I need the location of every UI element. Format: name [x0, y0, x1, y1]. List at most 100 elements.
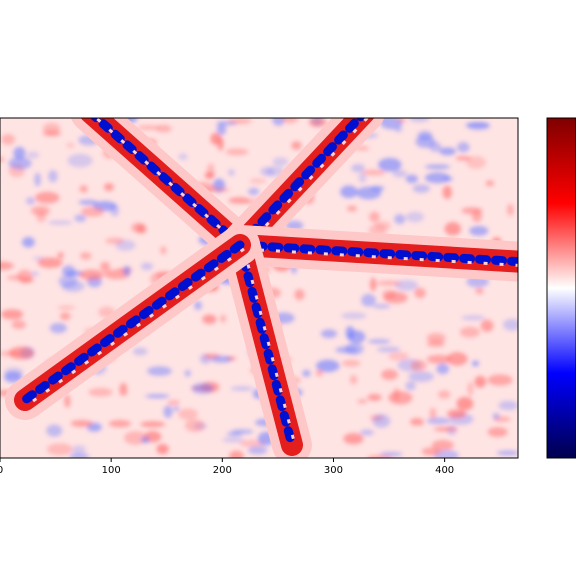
- texture-blob: [272, 157, 289, 167]
- texture-blob: [485, 180, 495, 187]
- texture-blob: [0, 157, 5, 162]
- texture-blob: [225, 148, 249, 156]
- texture-blob: [247, 187, 260, 196]
- texture-blob: [13, 146, 26, 160]
- texture-blob: [30, 205, 50, 216]
- texture-blob: [370, 277, 377, 292]
- texture-blob: [320, 329, 338, 339]
- texture-blob: [492, 412, 500, 420]
- texture-blob: [216, 123, 227, 136]
- texture-blob: [59, 312, 71, 321]
- texture-blob: [361, 293, 376, 307]
- texture-blob: [360, 429, 374, 436]
- texture-blob: [414, 287, 426, 299]
- texture-blob: [4, 367, 24, 379]
- texture-blob: [351, 163, 365, 173]
- texture-blob: [74, 214, 87, 222]
- texture-blob: [46, 443, 73, 456]
- arm-dots: [235, 118, 366, 250]
- texture-blob: [132, 347, 148, 356]
- texture-blob: [426, 332, 446, 344]
- texture-blob: [456, 396, 474, 411]
- texture-blob: [474, 375, 487, 388]
- arm-core: [242, 248, 298, 450]
- texture-blob: [502, 318, 518, 331]
- texture-blob: [446, 409, 467, 419]
- texture-blob: [421, 447, 441, 456]
- texture-blob: [433, 426, 458, 432]
- texture-blob: [388, 351, 409, 361]
- texture-blob: [21, 236, 35, 248]
- texture-blob: [496, 450, 518, 456]
- texture-blob: [361, 169, 386, 176]
- texture-blob: [123, 265, 131, 276]
- texture-blob: [42, 122, 61, 134]
- texture-blob: [459, 326, 480, 338]
- texture-blob: [369, 211, 380, 223]
- texture-blob: [431, 439, 454, 451]
- texture-blob: [380, 118, 403, 130]
- texture-blob: [345, 326, 355, 340]
- texture-blob: [248, 445, 268, 455]
- texture-blob: [66, 142, 75, 148]
- texture-blob: [480, 319, 494, 332]
- texture-blob: [105, 237, 125, 245]
- texture-blob: [358, 172, 367, 183]
- texture-blob: [61, 265, 76, 277]
- texture-blob: [226, 431, 243, 437]
- texture-blob: [439, 147, 456, 156]
- texture-blob: [426, 354, 452, 364]
- texture-blob: [78, 199, 98, 206]
- texture-blob: [156, 443, 169, 455]
- texture-blob: [426, 417, 451, 425]
- texture-blob: [487, 374, 513, 386]
- texture-blob: [79, 269, 104, 281]
- texture-blob: [230, 386, 254, 391]
- texture-blob: [178, 153, 188, 160]
- arm-core: [93, 118, 245, 251]
- texture-blob: [394, 214, 406, 225]
- texture-blob: [8, 346, 35, 360]
- texture-blob: [405, 211, 424, 223]
- texture-blob: [294, 289, 305, 301]
- texture-blob: [79, 252, 92, 260]
- texture-blob: [81, 206, 104, 217]
- texture-blob: [184, 419, 205, 433]
- texture-blob: [140, 262, 153, 271]
- texture-blob: [46, 424, 63, 437]
- texture-blob: [346, 205, 358, 212]
- texture-blob: [145, 394, 170, 399]
- texture-blob: [229, 450, 244, 458]
- texture-blob: [410, 360, 427, 372]
- texture-blob: [377, 346, 401, 353]
- texture-blob: [136, 125, 160, 131]
- texture-blob: [167, 399, 181, 406]
- texture-blob: [302, 369, 311, 378]
- texture-blob: [173, 406, 180, 411]
- arm-dots: [235, 240, 518, 267]
- texture-blob: [281, 118, 299, 124]
- colorbar: [546, 117, 576, 459]
- texture-blob: [408, 371, 434, 383]
- texture-blob: [438, 390, 451, 399]
- texture-blob: [410, 417, 424, 426]
- texture-blob: [444, 222, 462, 236]
- texture-blob: [70, 419, 93, 427]
- texture-blob: [291, 141, 302, 150]
- texture-blob: [249, 178, 267, 184]
- x-tick-label: 400: [435, 465, 454, 476]
- texture-blob: [392, 169, 407, 178]
- texture-blob: [36, 211, 47, 223]
- texture-blob: [467, 381, 474, 396]
- texture-blob: [88, 387, 113, 397]
- texture-blob: [191, 383, 214, 394]
- texture-blob: [193, 300, 203, 311]
- texture-blob: [220, 314, 227, 323]
- texture-blob: [367, 393, 382, 402]
- texture-blob: [372, 414, 391, 428]
- texture-blob: [103, 183, 114, 192]
- texture-blob: [79, 185, 88, 193]
- texture-blob: [49, 322, 67, 334]
- texture-blob: [467, 121, 491, 131]
- texture-blob: [37, 257, 63, 269]
